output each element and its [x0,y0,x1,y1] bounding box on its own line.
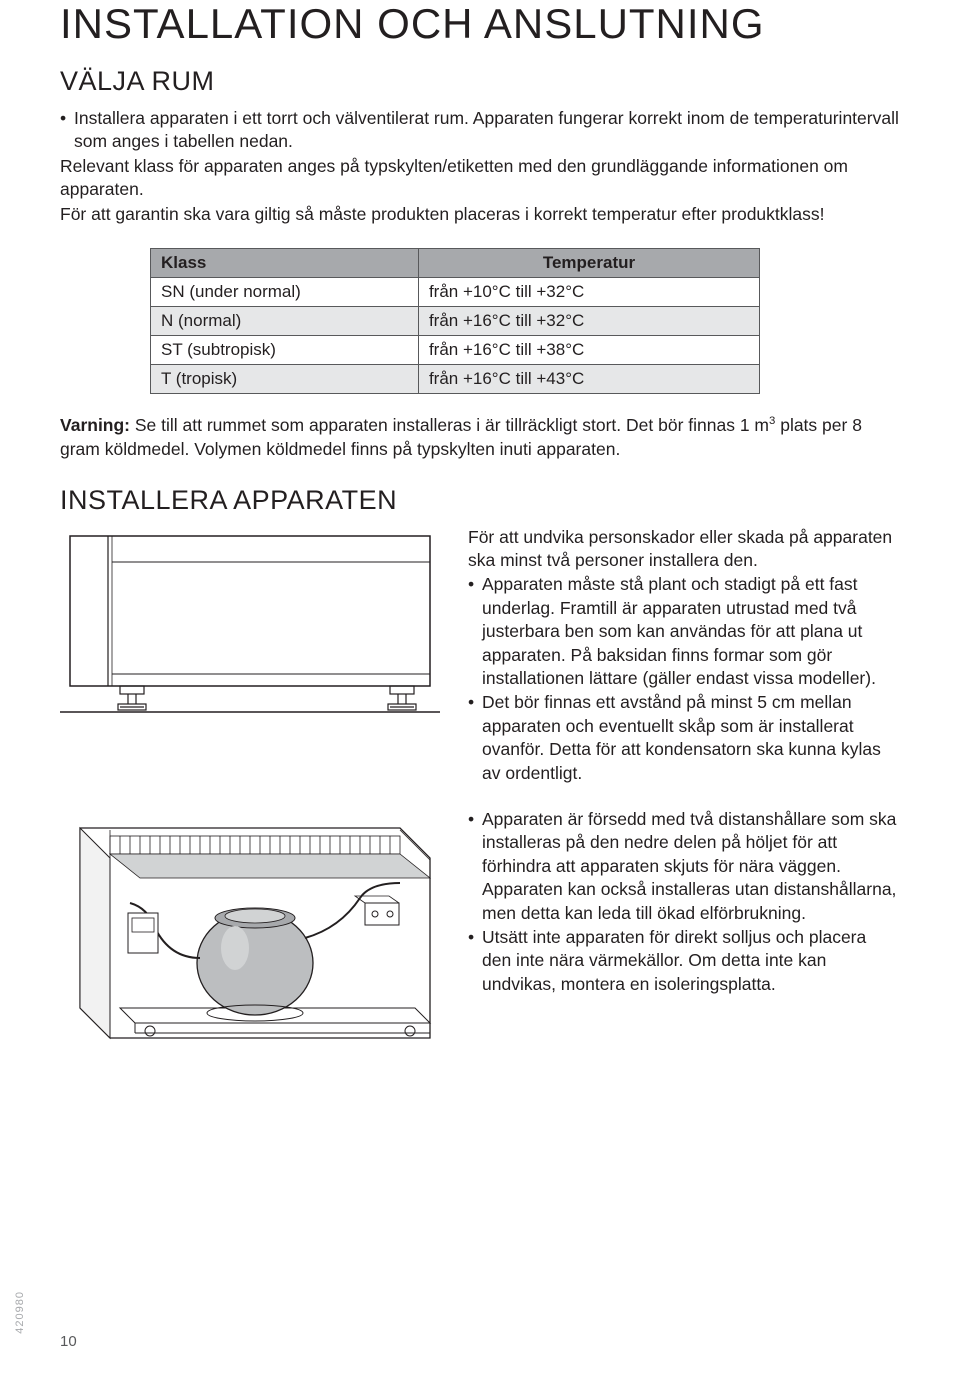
table-header: Temperatur [418,249,759,278]
section-heading-install: INSTALLERA APPARATEN [60,485,900,516]
bullet-dot: • [468,573,482,691]
table-cell: från +16°C till +32°C [418,307,759,336]
table-cell: ST (subtropisk) [151,336,419,365]
table-cell: SN (under normal) [151,278,419,307]
page-number: 10 [60,1333,77,1350]
bullet-text: Apparaten är försedd med två distanshåll… [482,808,900,926]
paragraph: Relevant klass för apparaten anges på ty… [60,155,900,201]
table-header-row: Klass Temperatur [151,249,760,278]
table-header: Klass [151,249,419,278]
warning-paragraph: Varning: Se till att rummet som apparate… [60,414,900,460]
main-title: INSTALLATION OCH ANSLUTNING [60,0,900,48]
table-cell: T (tropisk) [151,365,419,394]
install-intro: För att undvika personskador eller skada… [468,526,900,573]
bullet-dot: • [468,808,482,926]
bullet-item: • Det bör finnas ett avstånd på minst 5 … [468,691,900,786]
paragraph: För att garantin ska vara giltig så måst… [60,203,900,226]
table-cell: från +10°C till +32°C [418,278,759,307]
bullet-text: Det bör finnas ett avstånd på minst 5 cm… [482,691,900,786]
table-row: N (normal) från +16°C till +32°C [151,307,760,336]
bullet-text: Utsätt inte apparaten för direkt solljus… [482,926,900,997]
bullet-item: • Utsätt inte apparaten för direkt sollj… [468,926,900,997]
table-cell: från +16°C till +43°C [418,365,759,394]
warning-text: Se till att rummet som apparaten install… [130,415,769,435]
table-row: T (tropisk) från +16°C till +43°C [151,365,760,394]
table-cell: N (normal) [151,307,419,336]
compressor-diagram [60,808,440,1058]
appliance-feet-diagram [60,526,440,786]
table-cell: från +16°C till +38°C [418,336,759,365]
bullet-dot: • [468,691,482,786]
bullet-dot: • [468,926,482,997]
bullet-item: • Apparaten är försedd med två distanshå… [468,808,900,926]
table-row: SN (under normal) från +10°C till +32°C [151,278,760,307]
bullet-dot: • [60,107,74,153]
bullet-item: • Apparaten måste stå plant och stadigt … [468,573,900,691]
temperature-table: Klass Temperatur SN (under normal) från … [150,248,760,394]
bullet-text: Installera apparaten i ett torrt och väl… [74,107,900,153]
bullet-text: Apparaten måste stå plant och stadigt på… [482,573,900,691]
bullet-item: • Installera apparaten i ett torrt och v… [60,107,900,153]
section-heading-room: VÄLJA RUM [60,66,900,97]
document-code: 420980 [14,1291,26,1334]
warning-label: Varning: [60,415,130,435]
table-row: ST (subtropisk) från +16°C till +38°C [151,336,760,365]
